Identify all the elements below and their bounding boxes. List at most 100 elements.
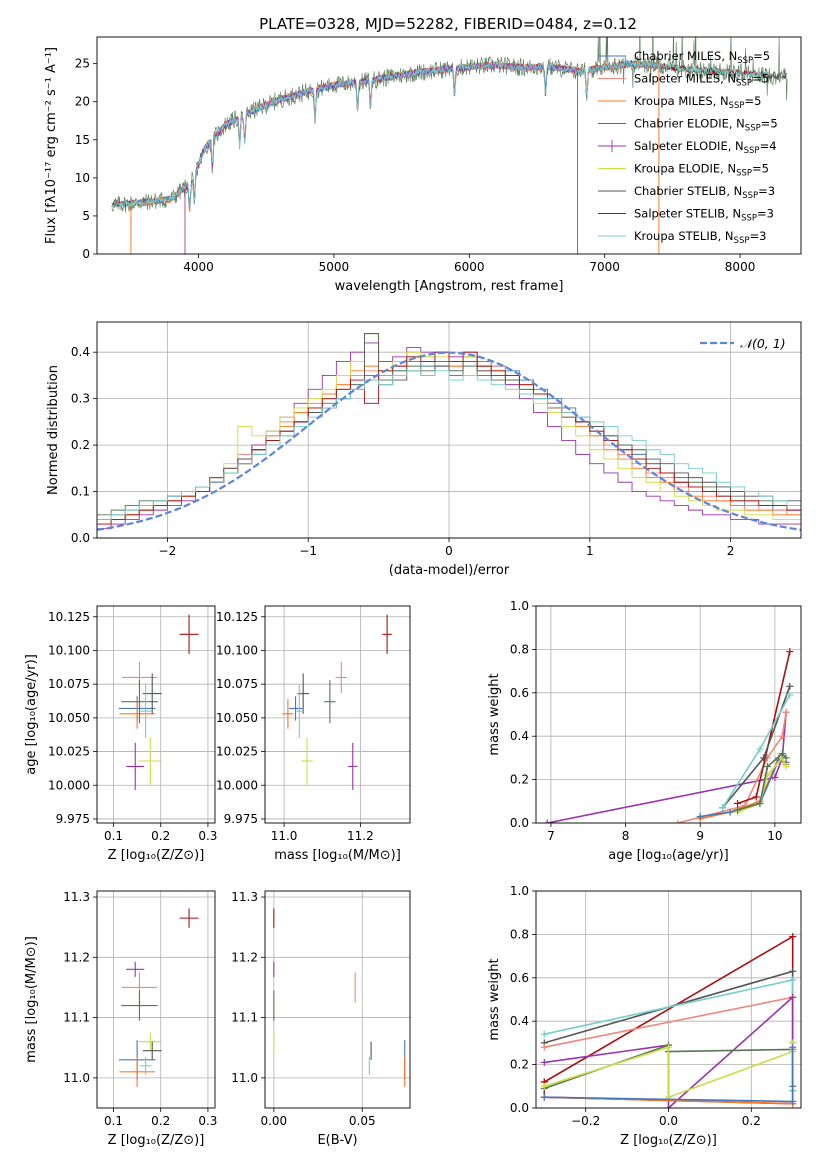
y-tick-label: 0 — [82, 247, 90, 261]
legend-label-kroupa_miles: Kroupa MILES, NSSP=5 — [634, 94, 761, 111]
legend-sub: SSP — [742, 191, 758, 201]
x-tick-label: 0.3 — [198, 829, 217, 843]
y-tick-label: 10.125 — [216, 610, 258, 624]
x-axis-label: Z [log₁₀(Z/Z⊙)] — [620, 1133, 717, 1148]
x-tick-label: −2 — [159, 544, 177, 558]
x-tick-label: 2 — [727, 544, 735, 558]
legend-sub: SSP — [745, 124, 761, 134]
y-tick-label: 0.2 — [71, 438, 90, 452]
panel-age_vs_Z: 0.1 0.2 0.3 9.975 10.000 10.025 10.050 10.075 10… — [24, 605, 217, 863]
y-tick-label: 10.075 — [216, 677, 258, 691]
x-tick-label: 7000 — [589, 260, 620, 274]
y-tick-label: 11.2 — [63, 950, 90, 964]
x-tick-label: 0.2 — [151, 829, 170, 843]
x-axis-label: Z [log₁₀(Z/Z⊙)] — [108, 848, 205, 863]
plot-area — [543, 648, 794, 823]
legend-n: =5 — [752, 162, 769, 176]
spectrum-line-chabrier_elodie — [111, 37, 788, 213]
y-tick-label: 11.1 — [231, 1011, 258, 1025]
y-axis-label: mass weight — [487, 673, 502, 755]
legend-text: Chabrier ELODIE, N — [634, 117, 745, 131]
legend-text: Salpeter ELODIE, N — [634, 139, 744, 153]
weight-line-salpeter_elodie — [547, 712, 787, 823]
y-tick-label: 10.000 — [216, 778, 258, 792]
y-tick-label: 1.0 — [510, 884, 529, 898]
y-tick-label: 0.8 — [510, 642, 529, 656]
x-tick-label: 0.2 — [151, 1114, 170, 1128]
legend-text: Kroupa STELIB, N — [634, 229, 734, 243]
legend-text: Chabrier STELIB, N — [634, 184, 742, 198]
x-tick-label: 8 — [622, 829, 630, 843]
x-tick-label: 9 — [696, 829, 704, 843]
y-tick-label: 10.125 — [48, 610, 90, 624]
y-tick-label: 0.2 — [510, 773, 529, 787]
x-tick-label: 0.3 — [198, 1114, 217, 1128]
y-tick-label: 10.050 — [48, 711, 90, 725]
weight-line-salpeter_miles — [677, 712, 787, 823]
y-tick-label: 9.975 — [56, 812, 90, 826]
y-tick-label: 0.8 — [510, 927, 529, 941]
x-tick-label: −1 — [299, 544, 317, 558]
plot-area — [540, 933, 797, 1108]
legend-label-chabrier_elodie: Chabrier ELODIE, NSSP=5 — [634, 117, 778, 134]
x-axis-label: mass [log₁₀(M/M⊙)] — [274, 848, 401, 863]
legend-sub: SSP — [736, 79, 752, 89]
legend-label-salpeter_miles: Salpeter MILES, NSSP=5 — [634, 72, 769, 89]
weight-line-chabrier_stelib — [721, 686, 791, 809]
y-tick-label: 15 — [75, 133, 90, 147]
y-tick-label: 0.6 — [510, 686, 529, 700]
axes-frame — [264, 605, 411, 824]
plot-area — [118, 908, 199, 1087]
x-tick-label: 0.00 — [260, 1114, 287, 1128]
y-tick-label: 11.1 — [63, 1011, 90, 1025]
legend-label-chabrier_miles: Chabrier MILES, NSSP=5 — [634, 49, 770, 66]
x-axis-label: (data-model)/error — [389, 563, 510, 578]
axes-frame — [264, 890, 411, 1109]
legend-n: =3 — [757, 207, 774, 221]
legend-label-normal: 𝒩(0, 1) — [740, 336, 786, 351]
x-axis-label: wavelength [Angstrom, rest frame] — [335, 279, 564, 294]
y-tick-label: 10.100 — [48, 643, 90, 657]
y-tick-label: 10 — [75, 171, 90, 185]
legend-n: =5 — [744, 94, 761, 108]
y-axis-label: age [log₁₀(age/yr)] — [24, 654, 39, 775]
axes-frame — [96, 36, 802, 255]
y-axis-label: Flux [fλ10⁻¹⁷ erg cm⁻² s⁻¹ A⁻¹] — [44, 47, 59, 244]
legend-text: Salpeter MILES, N — [634, 72, 736, 86]
x-tick-label: 8000 — [725, 260, 756, 274]
y-axis-label: mass [log₁₀(M/M⊙)] — [24, 936, 39, 1063]
plot-area — [97, 333, 801, 531]
y-tick-label: 20 — [75, 95, 90, 109]
normal-curve — [97, 351, 801, 531]
panel-spectrum: 4000 5000 6000 7000 8000 0 5 10 15 20 25 wavelength… — [44, 36, 802, 294]
legend-sub: SSP — [737, 56, 753, 66]
legend-sub: SSP — [744, 146, 760, 156]
legend-label-salpeter_elodie: Salpeter ELODIE, NSSP=4 — [634, 139, 777, 156]
y-tick-label: 25 — [75, 57, 90, 71]
x-tick-label: 0.0 — [659, 1114, 678, 1128]
x-tick-label: −0.2 — [571, 1114, 600, 1128]
figure-title: PLATE=0328, MJD=52282, FIBERID=0484, z=0… — [259, 15, 637, 33]
legend-text: Salpeter STELIB, N — [634, 207, 741, 221]
x-axis-label: Z [log₁₀(Z/Z⊙)] — [108, 1133, 205, 1148]
x-tick-label: 7 — [547, 829, 555, 843]
weight-line-salpeter_elodie — [544, 995, 794, 1108]
legend-n: =5 — [753, 49, 770, 63]
legend-sub: SSP — [729, 101, 745, 111]
y-tick-label: 0.6 — [510, 971, 529, 985]
axes-frame — [535, 605, 802, 824]
x-tick-label: 10 — [767, 829, 782, 843]
y-tick-label: 0.4 — [71, 345, 90, 359]
x-axis-label: age [log₁₀(age/yr)] — [608, 848, 729, 863]
spectrum-line-salpeter_miles — [130, 60, 660, 209]
x-tick-label: 0.05 — [349, 1114, 376, 1128]
spectrum-line-kroupa_stelib — [111, 60, 768, 209]
y-tick-label: 0.1 — [71, 485, 90, 499]
x-tick-label: 11.2 — [347, 829, 374, 843]
legend-label-chabrier_stelib: Chabrier STELIB, NSSP=3 — [634, 184, 775, 201]
y-tick-label: 10.025 — [216, 745, 258, 759]
panel-mass_weight_vs_Z: −0.2 0.0 0.2 0.0 0.2 0.4 0.6 0.8 1.0 Z [log₁₀(Z/Z… — [487, 884, 802, 1148]
panel-age_vs_mass: 11.0 11.2 9.975 10.000 10.025 10.050 10.075 10.… — [216, 605, 411, 863]
y-tick-label: 0.0 — [510, 816, 529, 830]
